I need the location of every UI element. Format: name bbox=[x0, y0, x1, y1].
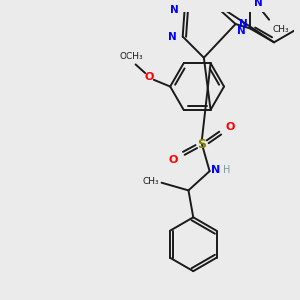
Text: O: O bbox=[169, 154, 178, 165]
Text: N: N bbox=[170, 4, 179, 15]
Text: N: N bbox=[211, 165, 220, 175]
Text: O: O bbox=[144, 72, 154, 82]
Text: N: N bbox=[237, 26, 246, 36]
Text: N: N bbox=[254, 0, 262, 8]
Text: CH₃: CH₃ bbox=[272, 25, 289, 34]
Text: N: N bbox=[239, 19, 248, 29]
Text: CH₃: CH₃ bbox=[143, 177, 160, 186]
Text: O: O bbox=[226, 122, 235, 132]
Text: H: H bbox=[223, 165, 230, 175]
Text: OCH₃: OCH₃ bbox=[120, 52, 143, 61]
Text: N: N bbox=[168, 32, 177, 41]
Text: S: S bbox=[197, 138, 206, 151]
